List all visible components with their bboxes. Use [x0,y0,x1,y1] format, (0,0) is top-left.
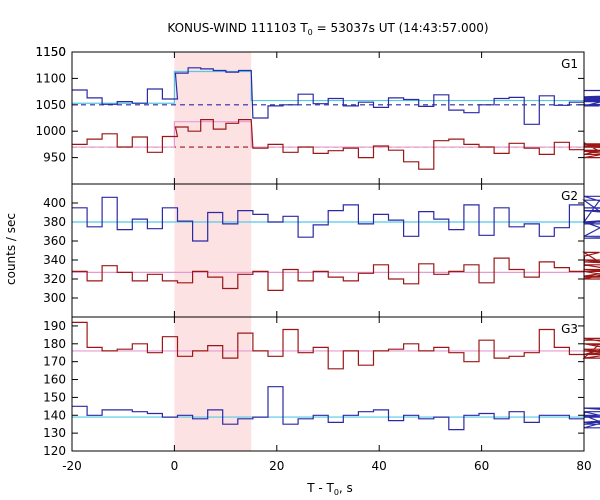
y-tick-label: 400 [43,196,66,210]
y-tick-label: 170 [43,355,66,369]
y-tick-label: 380 [43,215,66,229]
y-tick-label: 950 [43,151,66,165]
y-tick-label: 360 [43,234,66,248]
y-tick-label: 120 [43,444,66,458]
x-axis-label: T - T0, s [306,481,353,497]
y-tick-label: 190 [43,319,66,333]
x-tick-label: 80 [576,459,591,473]
panel-label: G2 [561,189,578,203]
histogram-hi [72,67,600,125]
y-tick-label: 1150 [35,45,66,59]
histogram-lo [72,251,600,291]
y-tick-label: 340 [43,253,66,267]
x-tick-label: 60 [474,459,489,473]
y-tick-label: 1050 [35,98,66,112]
y-tick-label: 130 [43,426,66,440]
panel-label: G1 [561,57,578,71]
panel-frame [71,51,585,185]
histogram-lo [72,321,600,370]
histogram-hi [72,386,600,431]
panel-frame [71,316,585,452]
y-tick-label: 160 [43,373,66,387]
chart-title: KONUS-WIND 111103 T0 = 53037s UT (14:43:… [167,21,488,37]
histogram-lo [72,118,600,170]
panel-frame [71,183,585,318]
fit-line-lo [72,121,584,148]
histogram-hi [72,195,600,242]
y-tick-label: 300 [43,291,66,305]
panel-label: G3 [561,322,578,336]
y-tick-label: 180 [43,337,66,351]
y-tick-label: 150 [43,390,66,404]
x-tick-label: 20 [269,459,284,473]
y-axis-label: counts / sec [4,213,18,285]
y-tick-label: 140 [43,408,66,422]
x-tick-label: -20 [62,459,82,473]
y-tick-label: 1100 [35,71,66,85]
x-tick-label: 40 [372,459,387,473]
plot-area: 95010001050110011501150G1300320340360380… [35,45,600,473]
y-tick-label: 1000 [35,124,66,138]
y-tick-label: 320 [43,272,66,286]
y-tick-label: 1150 [35,45,66,59]
fit-line-hi [72,70,584,104]
highlight-interval [174,52,252,451]
x-tick-label: 0 [171,459,179,473]
